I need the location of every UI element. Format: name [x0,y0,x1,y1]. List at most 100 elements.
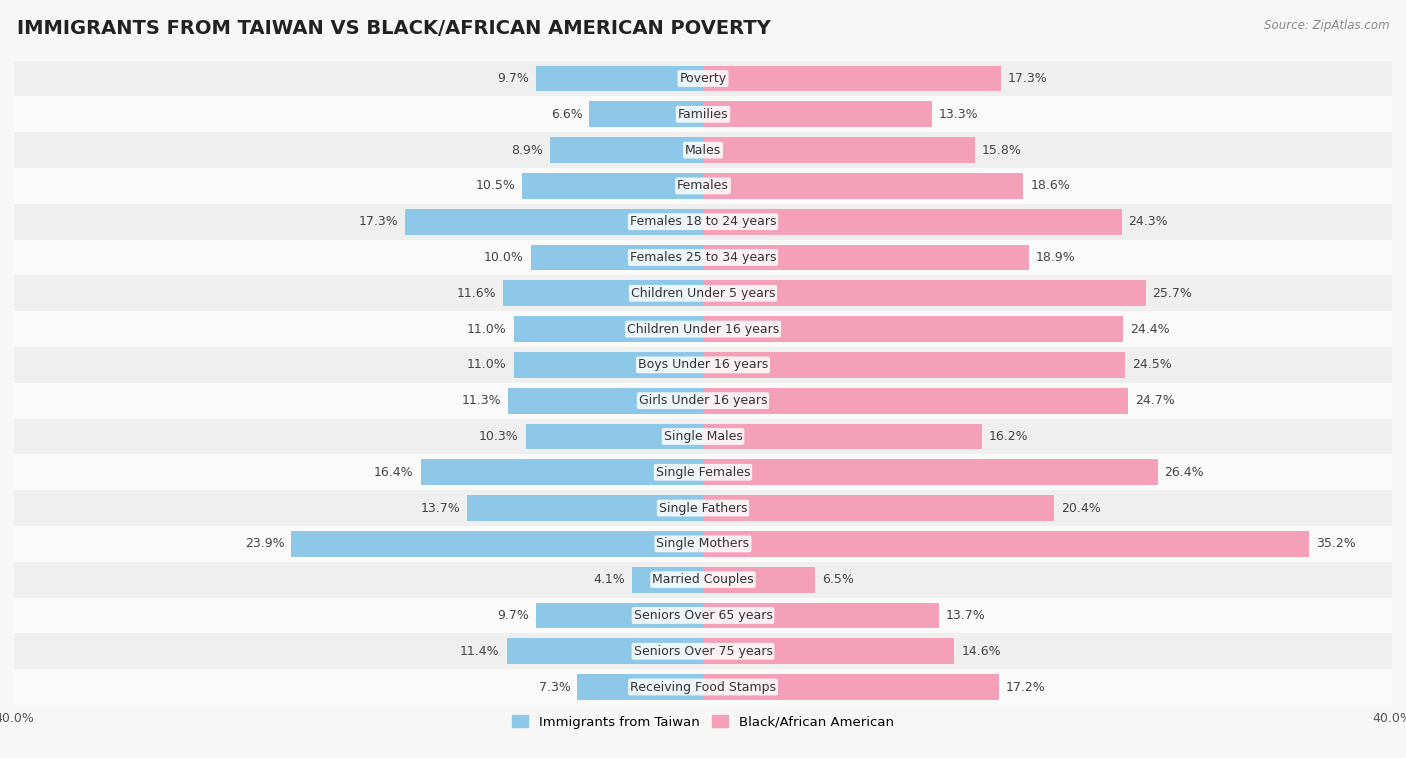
Text: Poverty: Poverty [679,72,727,85]
Bar [703,674,1000,700]
Bar [703,495,1054,521]
Text: 10.3%: 10.3% [479,430,519,443]
Bar [550,137,703,163]
Bar [291,531,703,556]
Text: 6.5%: 6.5% [823,573,853,586]
Text: 16.4%: 16.4% [374,465,413,479]
Text: 13.7%: 13.7% [946,609,986,622]
Text: Married Couples: Married Couples [652,573,754,586]
Text: Males: Males [685,143,721,157]
Bar [509,388,703,414]
Bar [703,603,939,628]
Bar [14,240,1392,275]
Bar [703,280,1146,306]
Text: 35.2%: 35.2% [1316,537,1355,550]
Bar [14,347,1392,383]
Text: 13.3%: 13.3% [939,108,979,121]
Text: 14.6%: 14.6% [962,645,1001,658]
Text: Seniors Over 75 years: Seniors Over 75 years [634,645,772,658]
Text: 13.7%: 13.7% [420,502,460,515]
Text: 24.3%: 24.3% [1129,215,1168,228]
Bar [14,168,1392,204]
Bar [703,245,1029,271]
Bar [506,638,703,664]
Bar [14,312,1392,347]
Text: 20.4%: 20.4% [1062,502,1101,515]
Bar [522,173,703,199]
Text: 11.3%: 11.3% [461,394,502,407]
Bar [405,208,703,235]
Text: 8.9%: 8.9% [510,143,543,157]
Text: Families: Families [678,108,728,121]
Bar [14,418,1392,454]
Text: IMMIGRANTS FROM TAIWAN VS BLACK/AFRICAN AMERICAN POVERTY: IMMIGRANTS FROM TAIWAN VS BLACK/AFRICAN … [17,19,770,38]
Text: Seniors Over 65 years: Seniors Over 65 years [634,609,772,622]
Bar [526,424,703,449]
Bar [14,204,1392,240]
Bar [589,102,703,127]
Bar [703,459,1157,485]
Text: 11.6%: 11.6% [457,287,496,300]
Text: 9.7%: 9.7% [498,609,529,622]
Text: 24.7%: 24.7% [1135,394,1175,407]
Text: Single Mothers: Single Mothers [657,537,749,550]
Text: 11.4%: 11.4% [460,645,499,658]
Text: 17.3%: 17.3% [1008,72,1047,85]
Text: Children Under 5 years: Children Under 5 years [631,287,775,300]
Text: Females 25 to 34 years: Females 25 to 34 years [630,251,776,264]
Bar [703,531,1309,556]
Bar [14,383,1392,418]
Bar [536,603,703,628]
Bar [14,490,1392,526]
Text: 11.0%: 11.0% [467,323,506,336]
Bar [14,634,1392,669]
Bar [513,352,703,377]
Text: 26.4%: 26.4% [1164,465,1204,479]
Text: Single Fathers: Single Fathers [659,502,747,515]
Bar [703,137,976,163]
Text: 24.4%: 24.4% [1130,323,1170,336]
Text: 10.5%: 10.5% [475,180,515,193]
Text: Children Under 16 years: Children Under 16 years [627,323,779,336]
Bar [536,66,703,92]
Bar [703,208,1122,235]
Bar [513,316,703,342]
Text: 18.6%: 18.6% [1031,180,1070,193]
Bar [14,96,1392,132]
Text: 9.7%: 9.7% [498,72,529,85]
Bar [14,132,1392,168]
Text: Receiving Food Stamps: Receiving Food Stamps [630,681,776,694]
Bar [578,674,703,700]
Bar [14,597,1392,634]
Text: 6.6%: 6.6% [551,108,582,121]
Text: 11.0%: 11.0% [467,359,506,371]
Bar [503,280,703,306]
Bar [703,567,815,593]
Text: 17.3%: 17.3% [359,215,398,228]
Bar [14,669,1392,705]
Bar [14,454,1392,490]
Bar [420,459,703,485]
Text: Females: Females [678,180,728,193]
Bar [531,245,703,271]
Text: Single Females: Single Females [655,465,751,479]
Bar [703,316,1123,342]
Bar [14,526,1392,562]
Bar [703,173,1024,199]
Text: 16.2%: 16.2% [988,430,1029,443]
Text: Single Males: Single Males [664,430,742,443]
Text: Source: ZipAtlas.com: Source: ZipAtlas.com [1264,19,1389,32]
Text: 17.2%: 17.2% [1007,681,1046,694]
Text: 23.9%: 23.9% [245,537,284,550]
Text: 10.0%: 10.0% [484,251,524,264]
Text: 18.9%: 18.9% [1035,251,1076,264]
Legend: Immigrants from Taiwan, Black/African American: Immigrants from Taiwan, Black/African Am… [506,709,900,734]
Bar [633,567,703,593]
Bar [703,102,932,127]
Bar [703,352,1125,377]
Bar [703,424,981,449]
Text: 4.1%: 4.1% [593,573,626,586]
Text: 15.8%: 15.8% [981,143,1022,157]
Text: 25.7%: 25.7% [1153,287,1192,300]
Bar [14,562,1392,597]
